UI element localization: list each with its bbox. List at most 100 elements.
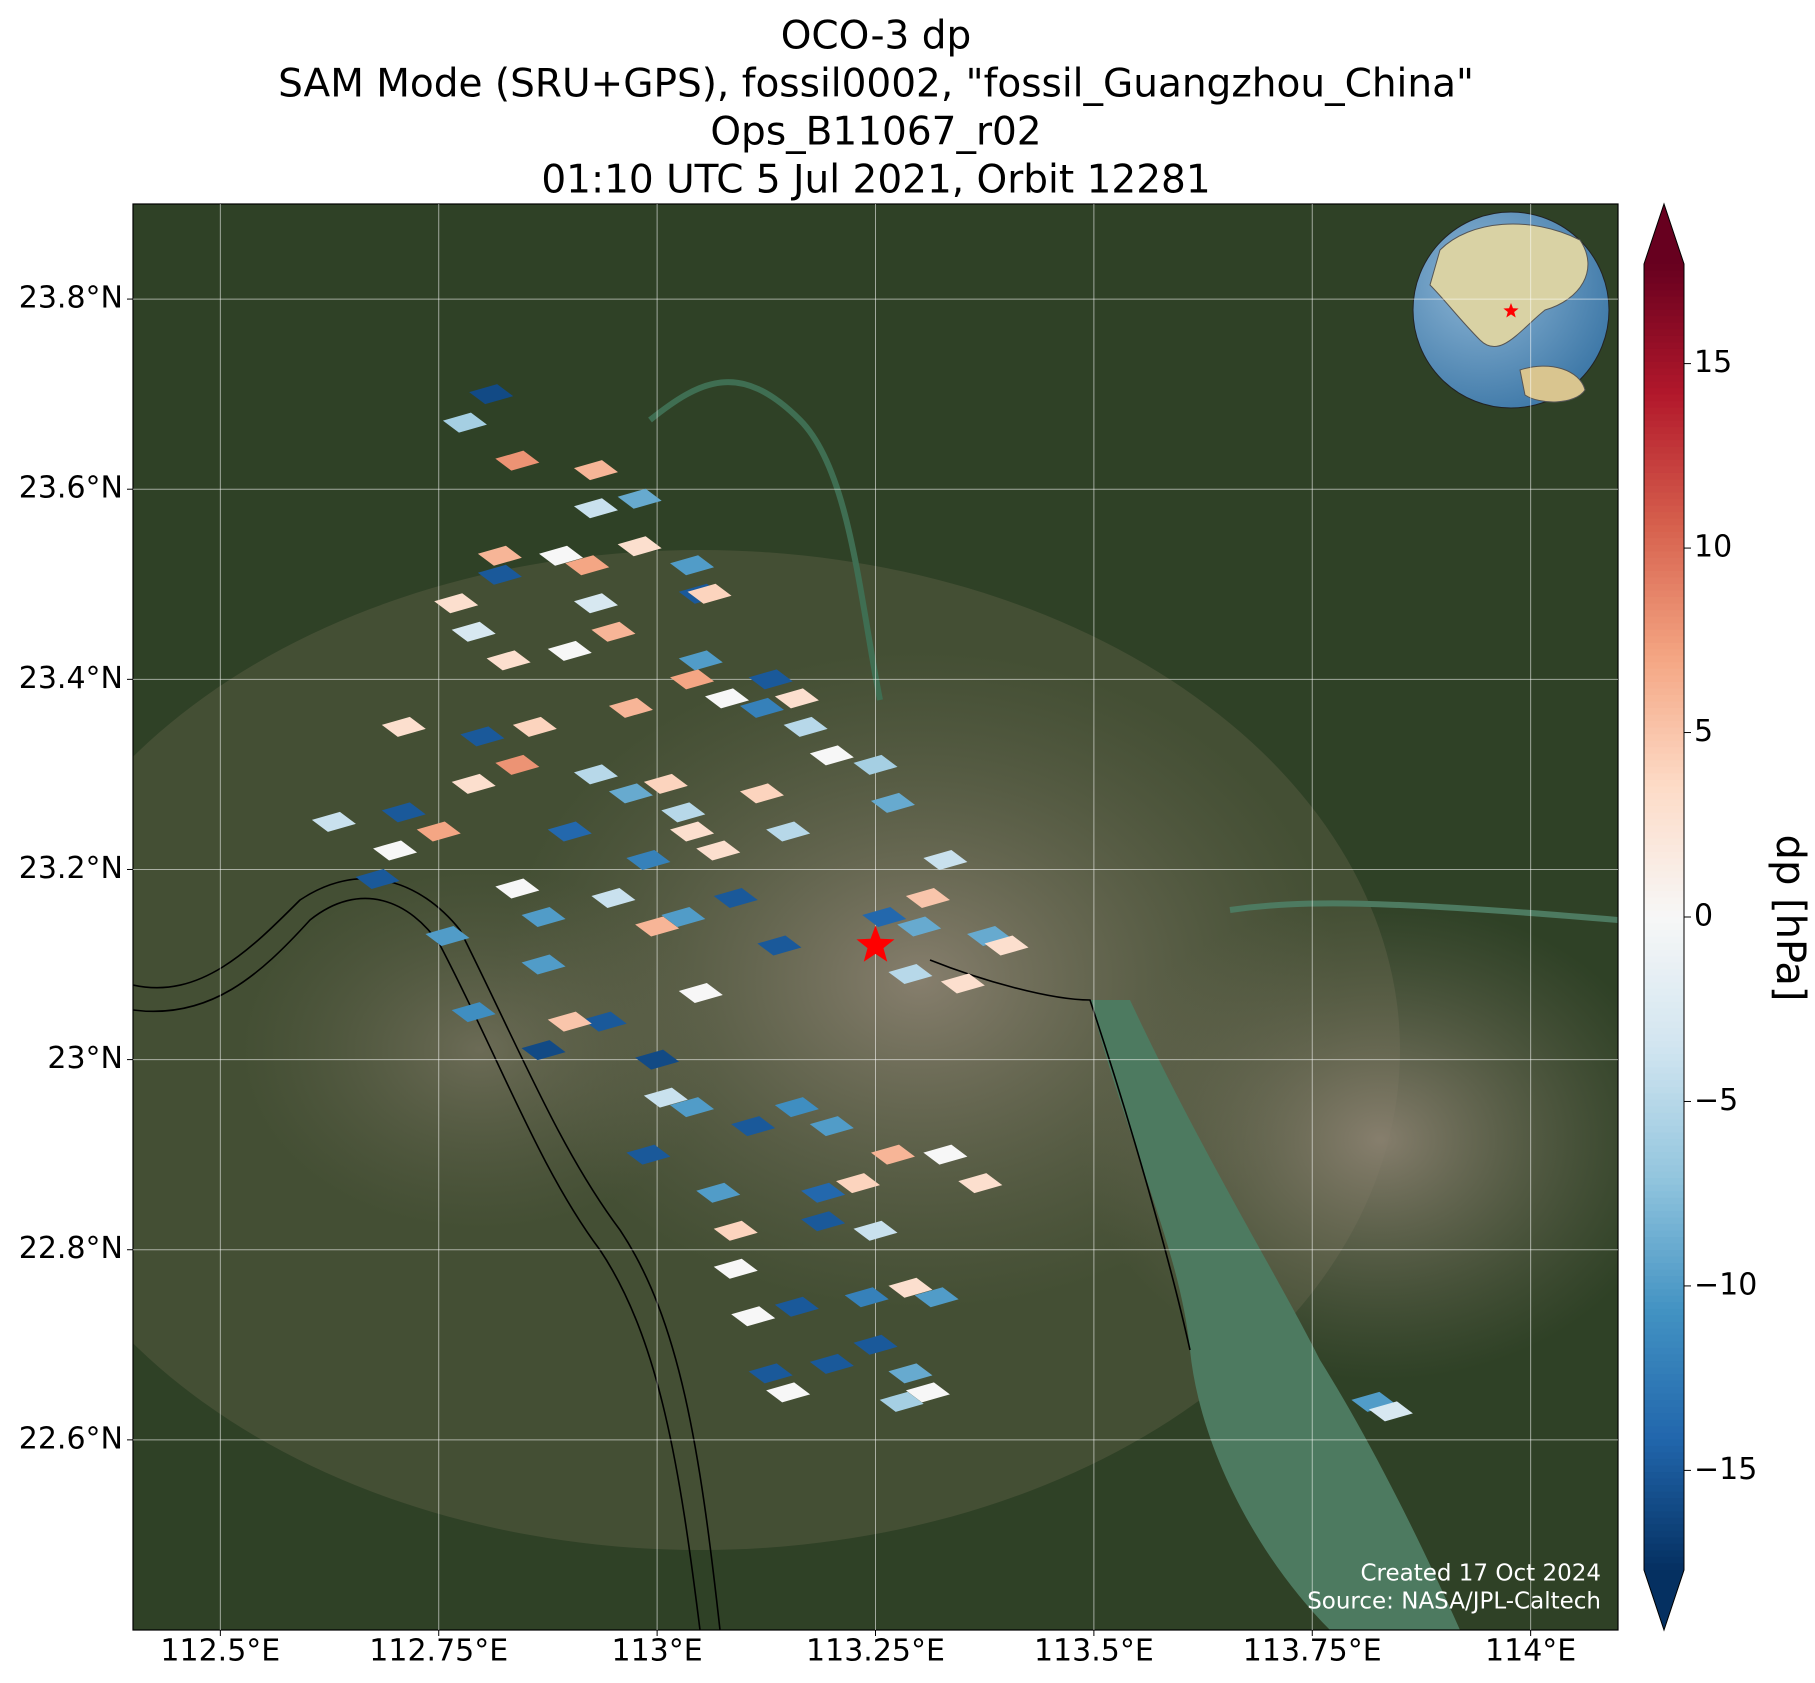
colorbar-cell [1644, 1452, 1684, 1460]
footprint [617, 536, 662, 557]
x-tick-label: 113°E [612, 1634, 703, 1669]
footprint [713, 1220, 758, 1241]
colorbar-cell [1644, 505, 1684, 513]
colorbar-cell [1644, 1178, 1684, 1186]
colorbar-cell [1644, 773, 1684, 781]
colorbar-cell [1644, 877, 1684, 885]
colorbar-cell [1644, 988, 1684, 996]
footprint [940, 973, 985, 994]
colorbar-cell [1644, 1302, 1684, 1310]
y-tick-label: 23.4°N [19, 661, 123, 696]
footprint [495, 450, 540, 471]
colorbar-cell [1644, 453, 1684, 461]
colorbar-cell [1644, 544, 1684, 552]
colorbar-cell [1644, 1028, 1684, 1036]
globe-inset [1412, 211, 1610, 409]
grid [133, 204, 1618, 1630]
colorbar-cell [1644, 303, 1684, 311]
colorbar-cell [1644, 420, 1684, 428]
footprint [425, 926, 470, 947]
footprint [591, 887, 636, 908]
footprint [573, 593, 618, 614]
colorbar-cell [1644, 1413, 1684, 1421]
colorbar-cell [1644, 348, 1684, 357]
colorbar-cell [1644, 1537, 1684, 1545]
colorbar-cell [1644, 884, 1684, 892]
footprint [696, 840, 741, 861]
colorbar-cell [1644, 1236, 1684, 1245]
colorbar-cell [1644, 1197, 1684, 1205]
colorbar-cell [1644, 903, 1684, 912]
colorbar-cell [1644, 1269, 1684, 1277]
footprint [547, 640, 592, 661]
colorbar-label: dp [hPa] [1767, 835, 1813, 1002]
colorbar-cell [1644, 1393, 1684, 1401]
colorbar-cell [1644, 283, 1684, 291]
colorbar-cell [1644, 792, 1684, 801]
colorbar-cell [1644, 721, 1684, 729]
footprint [582, 1011, 627, 1032]
colorbar-cell [1644, 394, 1684, 402]
footprint [862, 907, 907, 927]
colorbar-cell [1644, 1230, 1684, 1238]
footprint [573, 764, 618, 785]
footprint [678, 650, 723, 671]
footprint [355, 868, 400, 889]
footprint [434, 593, 479, 614]
footprint [984, 935, 1029, 956]
colorbar-cell [1644, 1250, 1684, 1258]
colorbar-cell [1644, 610, 1684, 618]
colorbar-cell [1644, 1021, 1684, 1029]
colorbar-cell [1644, 1426, 1684, 1434]
colorbar-cell [1644, 1047, 1684, 1055]
footprint [801, 1182, 846, 1203]
colorbar-cell [1644, 270, 1684, 278]
colorbar-cell [1644, 949, 1684, 957]
footprint [748, 669, 793, 690]
colorbar-cell [1644, 479, 1684, 487]
colorbar-cell [1644, 1491, 1684, 1499]
colorbar-tick-label: 5 [1694, 714, 1713, 749]
colorbar-cell [1644, 668, 1684, 676]
colorbar-cell [1644, 1152, 1684, 1160]
colorbar-cell [1644, 577, 1684, 585]
y-tick-label: 23.2°N [19, 851, 123, 886]
footprint [774, 688, 819, 709]
colorbar-cell [1644, 1374, 1684, 1382]
footprint [451, 621, 496, 642]
footprint [661, 802, 706, 823]
footprint [1368, 1401, 1413, 1422]
colorbar-cell [1644, 564, 1684, 572]
colorbar-cell [1644, 714, 1684, 722]
colorbar-cell [1644, 1125, 1684, 1134]
footprint [897, 916, 942, 937]
target-marker [856, 925, 895, 962]
footprint [958, 1173, 1003, 1194]
footprint [670, 555, 715, 576]
footprint [477, 564, 522, 585]
colorbar-cell [1644, 1014, 1684, 1023]
colorbar-cell [1644, 1432, 1684, 1440]
colorbar-cell [1644, 1400, 1684, 1408]
colorbar-cell [1644, 655, 1684, 663]
colorbar-cell [1644, 1498, 1684, 1506]
colorbar-cell [1644, 381, 1684, 389]
colorbar-cell [1644, 917, 1684, 925]
footprint [608, 783, 653, 804]
colorbar-cell [1644, 1073, 1684, 1081]
colorbar-cell [1644, 1223, 1684, 1232]
footprint [905, 1382, 950, 1403]
footprint [512, 716, 557, 737]
footprint [495, 878, 540, 899]
footprint [923, 1144, 968, 1165]
footprint [853, 1334, 898, 1355]
footprint [565, 555, 610, 576]
colorbar-cell [1644, 1041, 1684, 1049]
colorbar-cell [1644, 1328, 1684, 1336]
colorbar-cell [1644, 1256, 1684, 1264]
colorbar-cell [1644, 1543, 1684, 1552]
globe-land [1429, 223, 1589, 347]
colorbar-outline [1643, 202, 1685, 1632]
colorbar-cell [1644, 466, 1684, 474]
colorbar-cell [1644, 1099, 1684, 1107]
